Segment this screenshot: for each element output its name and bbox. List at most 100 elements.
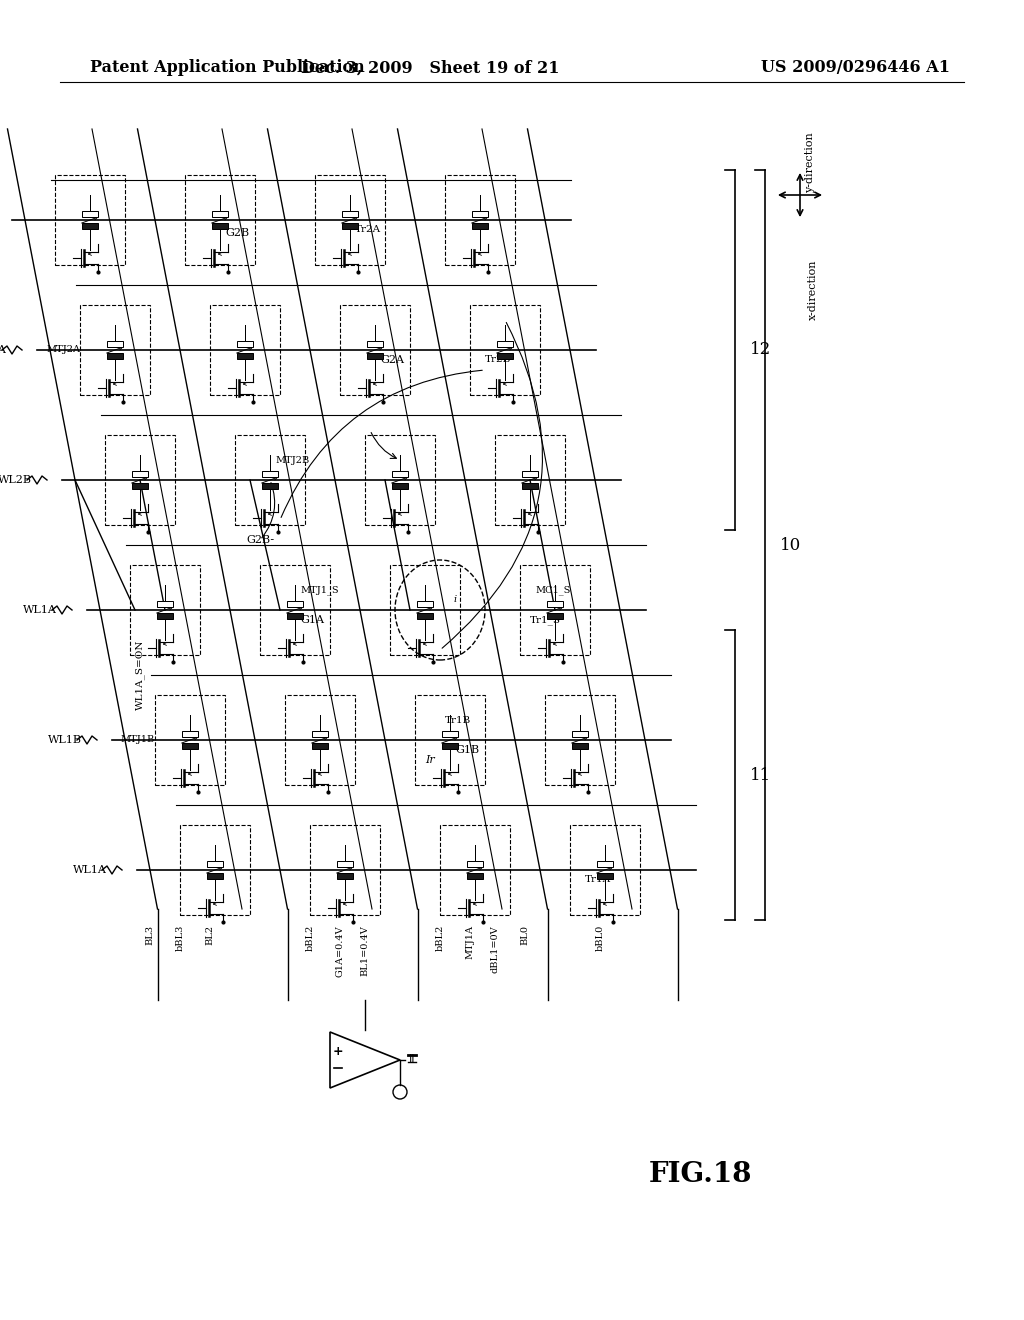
Bar (106, 352, 123, 359)
Bar (82, 223, 98, 228)
Text: G2B: G2B (225, 228, 249, 238)
Bar (570, 825, 640, 915)
Bar (470, 305, 540, 395)
Text: 10: 10 (780, 536, 801, 553)
Bar (212, 211, 228, 216)
Text: BL1=0.4V: BL1=0.4V (360, 925, 370, 975)
Bar (182, 731, 198, 737)
Text: MTJ2B: MTJ2B (275, 455, 309, 465)
Text: WL1B: WL1B (48, 735, 82, 744)
Text: MTJ2A: MTJ2A (46, 346, 80, 355)
Bar (597, 873, 613, 879)
Bar (212, 223, 228, 228)
Text: Ir: Ir (425, 755, 435, 766)
Text: WL1A_S=ON: WL1A_S=ON (135, 640, 144, 710)
Bar (495, 436, 565, 525)
Bar (417, 612, 433, 619)
Bar (105, 436, 175, 525)
Bar (287, 612, 303, 619)
Bar (106, 341, 123, 347)
Text: BL2: BL2 (206, 925, 214, 945)
Bar (312, 743, 328, 748)
Bar (310, 825, 380, 915)
Bar (207, 873, 223, 879)
Text: G1A=0.4V: G1A=0.4V (336, 925, 344, 977)
Text: y-direction: y-direction (805, 132, 815, 193)
Bar (467, 873, 483, 879)
Bar (440, 825, 510, 915)
Text: US 2009/0296446 A1: US 2009/0296446 A1 (761, 59, 950, 77)
Bar (182, 743, 198, 748)
Bar (342, 211, 358, 216)
Bar (365, 436, 435, 525)
Text: G2B-: G2B- (246, 535, 274, 545)
Text: II: II (409, 1053, 416, 1064)
Bar (417, 601, 433, 607)
Bar (315, 176, 385, 265)
Text: Tr1B: Tr1B (445, 715, 471, 725)
Bar (80, 305, 150, 395)
Bar (337, 861, 353, 867)
Bar (545, 696, 615, 785)
Bar (467, 861, 483, 867)
Text: bBL3: bBL3 (175, 925, 184, 952)
Bar (472, 211, 488, 216)
Bar (572, 743, 588, 748)
Bar (157, 612, 173, 619)
Text: x-direction: x-direction (808, 260, 818, 321)
Text: Dec. 3, 2009   Sheet 19 of 21: Dec. 3, 2009 Sheet 19 of 21 (301, 59, 559, 77)
Bar (342, 223, 358, 228)
Bar (237, 352, 253, 359)
Bar (312, 731, 328, 737)
Text: dBL1=0V: dBL1=0V (490, 925, 500, 973)
Text: Tr1_S: Tr1_S (530, 615, 561, 624)
Bar (260, 565, 330, 655)
Text: bBL2: bBL2 (435, 925, 444, 952)
Text: G1A: G1A (300, 615, 324, 624)
Text: WL1A: WL1A (73, 865, 106, 875)
Bar (367, 352, 383, 359)
Text: MTJ1B: MTJ1B (121, 735, 155, 744)
Text: MC1_S: MC1_S (535, 585, 570, 595)
Text: BL3: BL3 (145, 925, 155, 945)
Text: Tr1A: Tr1A (585, 875, 611, 884)
Bar (392, 483, 408, 488)
Bar (132, 471, 148, 477)
Bar (287, 601, 303, 607)
Text: Patent Application Publication: Patent Application Publication (90, 59, 365, 77)
Bar (285, 696, 355, 785)
Text: 11: 11 (750, 767, 771, 784)
Bar (367, 341, 383, 347)
Text: i: i (454, 595, 457, 605)
Bar (445, 176, 515, 265)
Bar (520, 565, 590, 655)
Bar (130, 565, 200, 655)
Bar (262, 471, 278, 477)
Bar (522, 483, 538, 488)
Bar (547, 601, 563, 607)
Bar (337, 873, 353, 879)
Bar (82, 211, 98, 216)
Text: WL2B: WL2B (0, 475, 32, 484)
Bar (55, 176, 125, 265)
Bar (497, 352, 513, 359)
Bar (132, 483, 148, 488)
Text: BL0: BL0 (520, 925, 529, 945)
Bar (390, 565, 460, 655)
Bar (442, 731, 458, 737)
Bar (157, 601, 173, 607)
Bar (572, 731, 588, 737)
Bar (597, 861, 613, 867)
Bar (340, 305, 410, 395)
Text: WL1A: WL1A (24, 605, 57, 615)
Text: WL2A: WL2A (0, 345, 7, 355)
Bar (180, 825, 250, 915)
Text: bBL2: bBL2 (305, 925, 314, 952)
Bar (237, 341, 253, 347)
Bar (155, 696, 225, 785)
Bar (210, 305, 280, 395)
Text: +: + (333, 1045, 343, 1059)
Text: Tr2A: Tr2A (355, 224, 381, 234)
Text: 12: 12 (750, 342, 771, 359)
Bar (472, 223, 488, 228)
